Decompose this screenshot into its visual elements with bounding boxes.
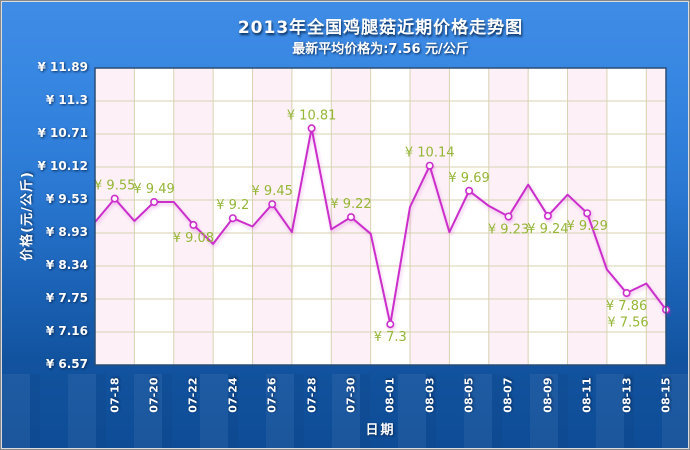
x-axis-tick: 08-01 [383,377,397,413]
column-band [134,68,174,365]
data-point-marker [543,211,552,220]
column-band [449,68,489,365]
x-axis-tick: 08-09 [541,377,555,413]
data-point-label: ¥ 7.86 [606,299,647,314]
y-axis-tick: ¥ 7.75 [45,291,88,305]
data-point-label: ¥ 10.14 [405,146,455,161]
data-point-marker [386,320,395,329]
column-band [252,68,292,365]
y-axis-tick: ¥ 8.93 [45,225,88,239]
data-point-marker [189,220,198,229]
y-axis-tick: ¥ 10.12 [37,159,88,173]
x-axis-tick: 07-26 [265,377,279,413]
x-axis-tick: 07-30 [344,377,358,413]
data-point-marker [583,209,592,218]
data-point-marker [150,198,159,207]
data-point-label: ¥ 9.2 [216,198,249,213]
y-axis-tick: ¥ 8.34 [45,258,88,272]
x-axis-tick: 08-03 [423,377,437,413]
data-point-label: ¥ 10.81 [287,108,337,123]
data-point-label: ¥ 7.3 [374,330,407,345]
data-point-marker [268,200,277,209]
column-band [410,68,450,365]
x-axis-tick: 07-24 [226,377,240,413]
column-band [646,68,666,365]
data-point-marker [622,289,631,298]
data-point-marker [425,161,434,170]
data-point-label: ¥ 9.23 [488,223,529,238]
data-point-label: ¥ 7.56 [607,316,648,331]
data-point-label: ¥ 9.45 [252,184,293,199]
column-band [606,68,647,365]
data-point-label: ¥ 9.29 [567,219,608,234]
data-point-marker [465,186,474,195]
column-band [95,68,135,365]
column-band [173,68,214,365]
data-point-marker [347,213,356,222]
chart-subtitle: 最新平均价格为:7.56 元/公斤 [292,42,469,57]
y-axis-tick: ¥ 10.71 [37,126,88,140]
data-point-label: ¥ 9.24 [527,222,568,237]
x-axis-tick: 08-15 [659,377,673,413]
y-axis-tick: ¥ 7.16 [45,324,88,338]
y-axis-tick: ¥ 9.53 [45,192,88,206]
x-axis-tick: 07-22 [186,377,200,413]
data-point-label: ¥ 9.08 [173,231,214,246]
x-axis-tick: 08-13 [620,377,634,413]
x-axis-tick: 07-20 [147,377,161,413]
price-trend-chart: ¥ 9.55¥ 9.49 ¥ 9.08 ¥ 9.2¥ 9.45 ¥ 10.81 ¥ 9.… [94,67,670,366]
x-axis-tick: 07-18 [108,377,122,413]
y-axis-tick: ¥ 11.3 [45,93,88,107]
data-point-label: ¥ 9.49 [133,182,174,197]
column-band [370,68,411,365]
data-point-marker [307,124,316,133]
y-axis-tick: ¥ 11.89 [37,60,88,74]
x-axis-title: 日期 [365,423,396,438]
chart-title: 2013年全国鸡腿菇近期价格走势图 [237,18,524,38]
price-line [94,127,667,326]
data-point-label: ¥ 9.69 [448,171,489,186]
x-axis-tick: 07-28 [305,377,319,413]
background-bars-decoration [2,374,688,448]
data-point-label: ¥ 9.22 [330,197,371,212]
column-band [291,68,332,365]
data-point-label: ¥ 9.55 [94,179,135,194]
data-point-marker [504,212,513,221]
plot-border [94,67,667,366]
x-axis-tick: 08-11 [580,377,594,413]
x-axis-tick: 08-07 [501,377,515,413]
data-point-marker [110,194,119,203]
y-axis-tick: ¥ 6.57 [45,357,88,371]
x-axis-tick: 08-05 [462,377,476,413]
data-point-marker [228,214,237,223]
